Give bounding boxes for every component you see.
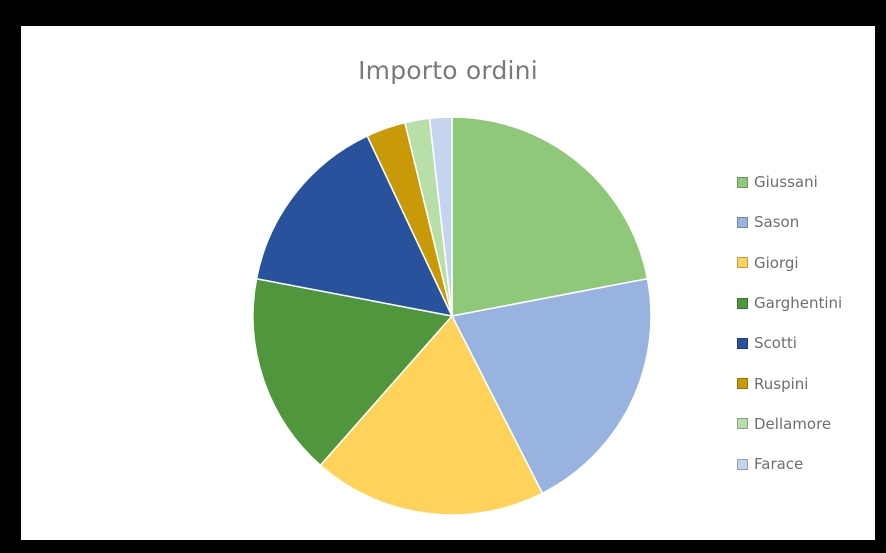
legend-swatch <box>737 337 748 349</box>
legend-swatch <box>737 378 748 390</box>
legend-swatch <box>737 216 748 228</box>
legend-label: Scotti <box>754 334 797 353</box>
pie-slice-garghentini <box>252 277 454 467</box>
legend: Giussani Sason Giorgi Garghentini Scotti Rusp… <box>737 162 871 484</box>
legend-label: Farace <box>754 455 804 474</box>
legend-swatch <box>737 297 748 309</box>
legend-label: Garghentini <box>754 294 843 313</box>
pie-slice-giussani <box>451 116 649 317</box>
legend-item-dellamore: Dellamore <box>737 404 871 444</box>
legend-item-giorgi: Giorgi <box>737 243 871 283</box>
legend-label: Ruspini <box>754 374 809 393</box>
chart-title: Importo ordini <box>358 56 538 85</box>
chart-area: Importo ordini Giussani Sason Giorgi Garghe… <box>21 26 875 540</box>
legend-item-sason: Sason <box>737 202 871 242</box>
legend-item-giussani: Giussani <box>737 162 871 202</box>
legend-swatch <box>737 418 748 430</box>
legend-label: Sason <box>754 213 800 232</box>
pie-slice-farace <box>428 116 453 317</box>
legend-label: Giussani <box>754 173 818 192</box>
legend-item-scotti: Scotti <box>737 323 871 363</box>
legend-item-garghentini: Garghentini <box>737 283 871 323</box>
pie-slice-giorgi <box>319 314 544 516</box>
pie-slices <box>252 116 652 516</box>
pie-slice-scotti <box>255 134 454 318</box>
legend-swatch <box>737 257 748 269</box>
legend-swatch <box>737 176 748 188</box>
legend-swatch <box>737 458 748 470</box>
pie-slice-sason <box>450 277 652 495</box>
pie-chart <box>252 116 652 516</box>
legend-label: Giorgi <box>754 253 799 272</box>
legend-label: Dellamore <box>754 414 832 433</box>
legend-item-ruspini: Ruspini <box>737 363 871 403</box>
legend-item-farace: Farace <box>737 444 871 484</box>
